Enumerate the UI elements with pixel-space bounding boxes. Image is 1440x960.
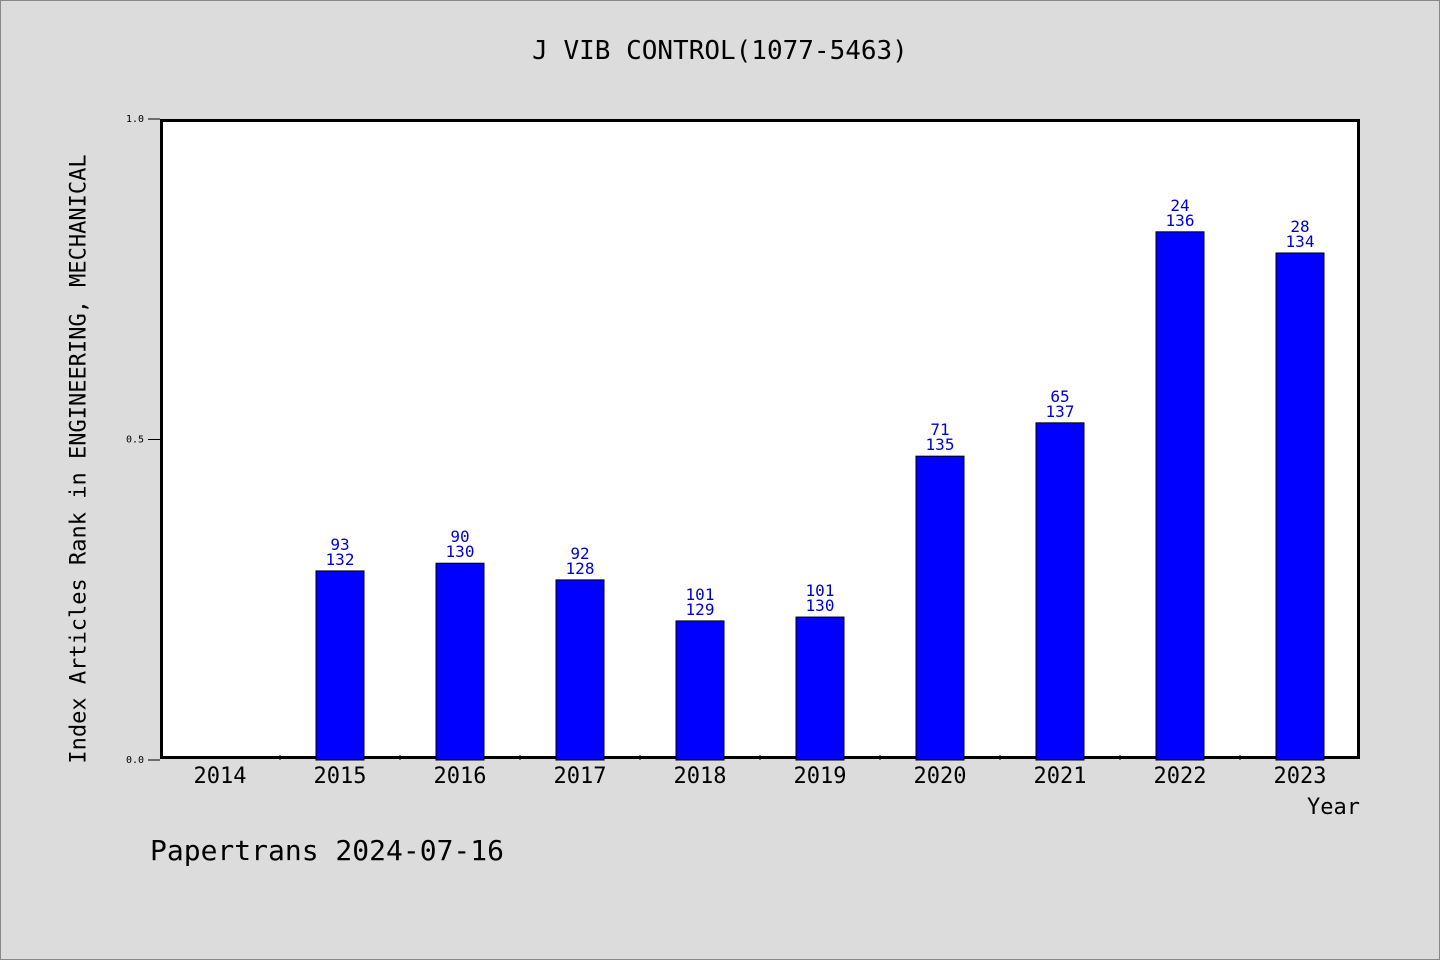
data-label-rank: 71 — [930, 420, 949, 439]
y-tick-label: 1.0 — [126, 114, 144, 125]
x-tick-label: 2020 — [914, 764, 967, 789]
data-label-total: 130 — [446, 542, 475, 561]
x-tick-label: 2017 — [554, 764, 607, 789]
data-label-rank: 65 — [1050, 387, 1069, 406]
data-label-total: 137 — [1046, 402, 1075, 421]
bar — [795, 616, 845, 761]
data-label-rank: 92 — [570, 544, 589, 563]
data-label-total: 128 — [566, 559, 595, 578]
x-axis-label: Year — [1307, 795, 1360, 820]
x-tick-label: 2021 — [1034, 764, 1087, 789]
y-tick-label: 0.0 — [126, 755, 144, 766]
bar — [1035, 422, 1085, 761]
data-label-total: 136 — [1166, 211, 1195, 230]
data-label-rank: 101 — [686, 585, 715, 604]
x-tick-label: 2014 — [194, 764, 247, 789]
data-label-rank: 90 — [450, 527, 469, 546]
x-tick-label: 2023 — [1274, 764, 1327, 789]
bar — [915, 455, 965, 761]
bar — [1155, 231, 1205, 761]
data-label-total: 129 — [686, 600, 715, 619]
bar — [1275, 252, 1325, 761]
y-axis-label: Index Articles Rank in ENGINEERING, MECH… — [66, 154, 92, 764]
x-tick-label: 2015 — [314, 764, 367, 789]
data-label-rank: 101 — [806, 581, 835, 600]
x-tick-label: 2022 — [1154, 764, 1207, 789]
data-label-total: 134 — [1286, 232, 1315, 251]
bar — [555, 579, 605, 761]
chart-title: J VIB CONTROL(1077-5463) — [532, 36, 908, 66]
y-tick-label: 0.5 — [126, 435, 144, 446]
footer-credit: Papertrans 2024-07-16 — [150, 834, 505, 867]
x-tick-label: 2018 — [674, 764, 727, 789]
bar — [315, 570, 365, 761]
bar — [435, 562, 485, 761]
bar — [675, 620, 725, 761]
data-label-total: 135 — [926, 435, 955, 454]
data-label-total: 130 — [806, 596, 835, 615]
x-tick-label: 2016 — [434, 764, 487, 789]
data-label-total: 132 — [326, 550, 355, 569]
data-label-rank: 93 — [330, 535, 349, 554]
data-label-rank: 28 — [1290, 217, 1309, 236]
data-label-rank: 24 — [1170, 196, 1189, 215]
x-tick-label: 2019 — [794, 764, 847, 789]
